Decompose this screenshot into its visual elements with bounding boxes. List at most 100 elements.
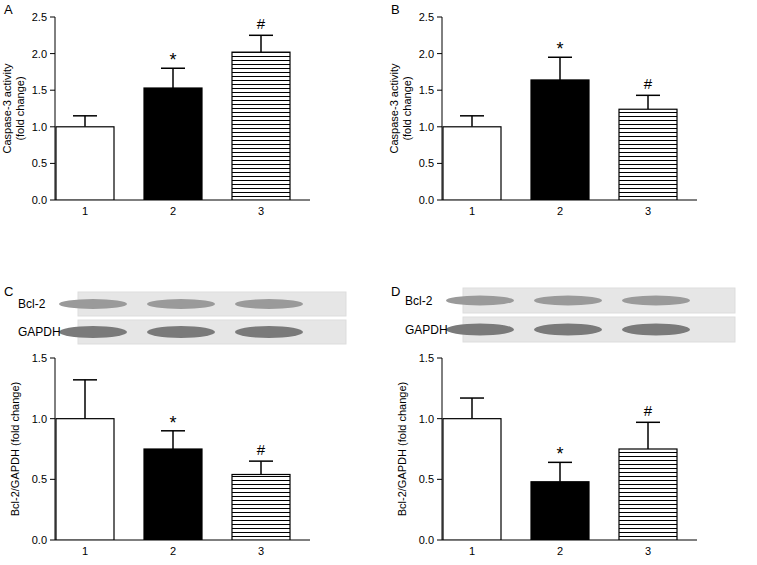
- bar: [619, 449, 677, 540]
- y-tick-label: 1.0: [419, 413, 434, 425]
- y-tick-label: 0.0: [419, 194, 434, 206]
- plot-area: [56, 380, 290, 540]
- y-axis: [55, 358, 56, 540]
- significance-marker: #: [644, 75, 653, 92]
- x-tick-label: 2: [557, 205, 563, 217]
- y-tick-label: 1.0: [419, 121, 434, 133]
- significance-marker: #: [257, 15, 266, 32]
- error-bar: [260, 461, 262, 474]
- significance-marker: *: [169, 50, 176, 70]
- error-cap: [249, 35, 273, 37]
- x-tick-label: 2: [170, 205, 176, 217]
- blot-label: GAPDH: [18, 325, 61, 339]
- x-tick-label: 2: [170, 545, 176, 557]
- x-tick-label: 3: [645, 205, 651, 217]
- error-bar: [559, 57, 561, 80]
- x-tick-label: 3: [645, 545, 651, 557]
- blot-band: [534, 324, 602, 336]
- error-bar: [471, 398, 473, 419]
- error-bar: [471, 116, 473, 127]
- bar: [531, 80, 589, 200]
- significance-marker: *: [169, 413, 176, 433]
- error-bar: [559, 462, 561, 481]
- bar: [619, 109, 677, 200]
- y-tick-label: 2.5: [32, 11, 47, 23]
- blot-band: [446, 324, 514, 336]
- error-cap: [636, 95, 660, 97]
- error-cap: [460, 397, 484, 399]
- panel-label: B: [391, 2, 400, 17]
- panel: CBcl-2GAPDH0.00.51.01.5Bcl-2/GAPDH (fold…: [4, 284, 346, 557]
- x-tick-label: 1: [469, 205, 475, 217]
- blot-band: [59, 299, 127, 309]
- error-bar: [260, 35, 262, 52]
- bar: [232, 474, 290, 540]
- y-tick: [50, 126, 55, 127]
- bar: [232, 52, 290, 200]
- y-tick: [437, 540, 442, 541]
- blot-band: [446, 296, 514, 306]
- y-tick-label: 1.5: [32, 84, 47, 96]
- y-tick: [50, 53, 55, 54]
- y-tick-label: 2.5: [419, 11, 434, 23]
- panel-label: C: [4, 284, 13, 299]
- blot-label: GAPDH: [405, 323, 448, 337]
- blot-band: [235, 326, 303, 338]
- x-tick-label: 2: [557, 545, 563, 557]
- panel: A0.00.51.01.52.02.5Caspase-3 activity(fo…: [1, 2, 310, 217]
- significance-marker: *: [556, 39, 563, 59]
- blot-band: [59, 326, 127, 338]
- y-tick: [437, 126, 442, 127]
- y-tick: [437, 163, 442, 164]
- bar: [144, 449, 202, 540]
- y-tick-label: 1.0: [32, 413, 47, 425]
- y-tick: [50, 90, 55, 91]
- error-bar: [647, 95, 649, 109]
- y-tick: [50, 479, 55, 480]
- y-tick: [50, 540, 55, 541]
- y-tick-label: 0.5: [32, 157, 47, 169]
- y-tick-label: 0.5: [419, 473, 434, 485]
- y-tick-label: 1.5: [32, 352, 47, 364]
- y-tick: [50, 17, 55, 18]
- y-tick: [437, 358, 442, 359]
- y-tick-label: 1.0: [32, 121, 47, 133]
- y-tick-label: 0.5: [32, 473, 47, 485]
- significance-marker: *: [556, 444, 563, 464]
- bar: [56, 419, 114, 540]
- y-axis: [442, 17, 443, 200]
- blot-band: [622, 324, 690, 336]
- plot-area: [443, 57, 677, 200]
- y-tick-label: 0.5: [419, 157, 434, 169]
- x-tick-label: 3: [258, 545, 264, 557]
- y-axis-title: (fold change): [14, 76, 26, 140]
- y-tick: [50, 163, 55, 164]
- x-tick-label: 1: [82, 545, 88, 557]
- x-tick-label: 3: [258, 205, 264, 217]
- y-tick: [50, 200, 55, 201]
- y-tick-label: 0.0: [419, 534, 434, 546]
- significance-marker: #: [644, 402, 653, 419]
- y-tick: [437, 479, 442, 480]
- error-bar: [172, 68, 174, 88]
- blot-band: [147, 299, 215, 309]
- y-tick-label: 0.0: [32, 194, 47, 206]
- blot-band: [534, 296, 602, 306]
- y-tick-label: 0.0: [32, 534, 47, 546]
- error-bar: [84, 116, 86, 127]
- y-tick: [437, 90, 442, 91]
- significance-marker: #: [257, 441, 266, 458]
- panel-label: A: [4, 2, 13, 17]
- y-tick: [437, 17, 442, 18]
- figure: A0.00.51.01.52.02.5Caspase-3 activity(fo…: [0, 0, 757, 565]
- y-axis: [442, 358, 443, 540]
- y-tick-label: 2.0: [419, 48, 434, 60]
- blot-label: Bcl-2: [18, 297, 46, 311]
- x-tick-label: 1: [82, 205, 88, 217]
- y-tick: [50, 358, 55, 359]
- y-tick: [437, 200, 442, 201]
- plot-area: [56, 35, 290, 200]
- y-axis-title: (fold change): [401, 76, 413, 140]
- panel-label: D: [391, 284, 400, 299]
- plot-area: [443, 398, 677, 540]
